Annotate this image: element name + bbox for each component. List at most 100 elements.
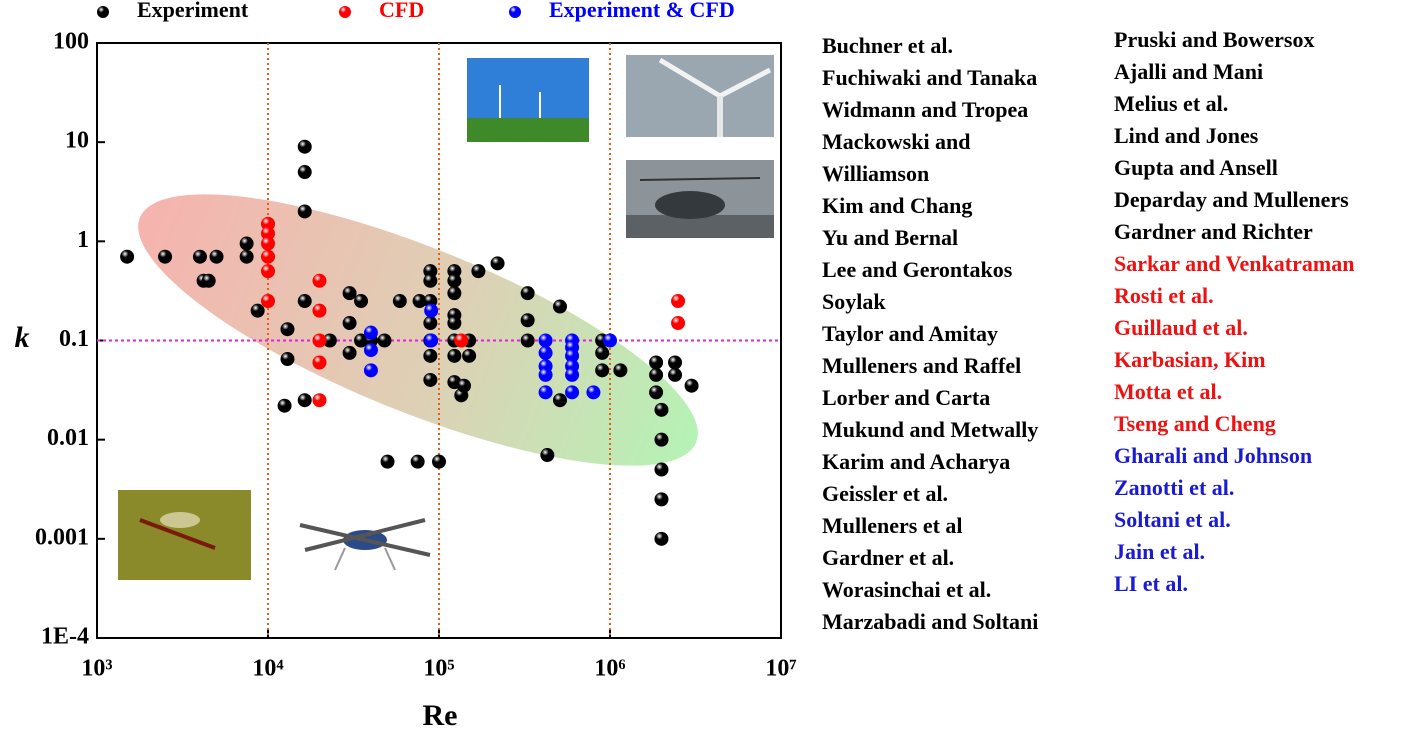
- data-point: [280, 322, 295, 337]
- data-point: [377, 333, 392, 348]
- data-point: [684, 378, 699, 393]
- photo-turbine-closeup: [626, 55, 774, 137]
- legend-marker: [339, 6, 351, 18]
- data-point: [649, 355, 664, 370]
- reference-entry: Marzabadi and Soltani: [822, 609, 1038, 634]
- data-point: [239, 236, 254, 251]
- data-point: [380, 454, 395, 469]
- reference-entry: Tseng and Cheng: [1114, 411, 1276, 436]
- data-point: [540, 448, 555, 463]
- reference-entry: Guillaud et al.: [1114, 315, 1248, 340]
- data-point: [363, 325, 378, 340]
- photo-dragonfly: [118, 490, 251, 580]
- data-point: [595, 363, 610, 378]
- data-point: [654, 432, 669, 447]
- reference-entry: Buchner et al.: [822, 33, 953, 58]
- reference-entry: Soylak: [822, 289, 886, 314]
- data-point: [312, 303, 327, 318]
- data-point: [280, 352, 295, 367]
- data-point: [423, 372, 438, 387]
- legend-label: Experiment: [137, 0, 249, 22]
- reference-entry: Gharali and Johnson: [1114, 443, 1312, 468]
- x-tick-label: 10⁶: [594, 656, 625, 682]
- data-point: [649, 367, 664, 382]
- reference-entry: Widmann and Tropea: [822, 97, 1028, 122]
- reference-entry: Williamson: [822, 161, 929, 186]
- x-tick-label: 10³: [81, 656, 112, 682]
- legend-marker: [509, 6, 521, 18]
- data-point: [322, 333, 337, 348]
- data-point: [649, 385, 664, 400]
- data-point: [209, 249, 224, 264]
- data-point: [261, 249, 275, 264]
- reference-entry: Kim and Chang: [822, 193, 972, 218]
- reference-entry: Taylor and Amitay: [822, 321, 998, 346]
- data-point: [354, 333, 369, 348]
- data-point: [312, 393, 327, 408]
- data-point: [312, 355, 327, 370]
- x-tick-label: 10⁴: [252, 656, 283, 682]
- reference-entry: Ajalli and Mani: [1114, 59, 1263, 84]
- legend-marker: [97, 6, 109, 18]
- y-axis-title: k: [15, 321, 30, 354]
- data-point: [654, 462, 669, 477]
- data-point: [120, 249, 135, 264]
- reference-entry: Mackowski and: [822, 129, 971, 154]
- data-point: [538, 345, 553, 360]
- data-point: [297, 165, 312, 180]
- data-point: [538, 385, 553, 400]
- data-point: [520, 286, 535, 301]
- data-point: [239, 249, 254, 264]
- photo-wind-turbines: [467, 58, 589, 142]
- data-point: [565, 367, 580, 382]
- data-point: [192, 249, 207, 264]
- legend-label: Experiment & CFD: [549, 0, 735, 22]
- data-point: [297, 204, 312, 219]
- y-tick-label: 100: [53, 29, 89, 55]
- reference-entry: Worasinchai et al.: [822, 577, 991, 602]
- reference-entry: LI et al.: [1114, 571, 1188, 596]
- data-point: [261, 216, 275, 231]
- data-point: [423, 264, 438, 279]
- data-point: [668, 355, 683, 370]
- data-point: [447, 264, 462, 279]
- data-point: [565, 348, 580, 363]
- reference-entry: Rosti et al.: [1114, 283, 1214, 308]
- data-point: [490, 256, 505, 271]
- y-tick-label: 0.1: [59, 326, 89, 352]
- data-point: [354, 294, 369, 309]
- data-point: [342, 345, 357, 360]
- data-point: [471, 264, 486, 279]
- data-point: [552, 299, 567, 314]
- reference-entry: Mulleners et al: [822, 513, 963, 538]
- y-tick-label: 0.001: [35, 524, 89, 550]
- reference-entry: Jain et al.: [1114, 539, 1205, 564]
- data-point: [261, 226, 275, 241]
- reference-entry: Karbasian, Kim: [1114, 347, 1266, 372]
- reference-entry: Lee and Gerontakos: [822, 257, 1013, 282]
- data-point: [520, 333, 535, 348]
- y-tick-label: 0.01: [47, 425, 89, 451]
- data-point: [261, 236, 275, 251]
- reference-entry: Sarkar and Venkatraman: [1114, 251, 1354, 276]
- data-point: [538, 333, 553, 348]
- reference-entry: Gardner and Richter: [1114, 219, 1313, 244]
- data-point: [671, 316, 686, 331]
- data-point: [250, 303, 265, 318]
- data-point: [423, 273, 438, 288]
- reference-entry: Melius et al.: [1114, 91, 1228, 116]
- data-point: [297, 393, 312, 408]
- data-point: [447, 348, 462, 363]
- data-point: [654, 492, 669, 507]
- reference-entry: Pruski and Bowersox: [1114, 27, 1314, 52]
- data-point: [423, 348, 438, 363]
- data-point: [447, 286, 462, 301]
- data-point: [424, 303, 439, 318]
- reference-entry: Geissler et al.: [822, 481, 948, 506]
- data-point: [552, 393, 567, 408]
- data-point: [201, 273, 216, 288]
- x-tick-label: 10⁷: [765, 656, 796, 682]
- drone-illustration: [299, 518, 431, 571]
- x-axis-title: Re: [423, 699, 458, 732]
